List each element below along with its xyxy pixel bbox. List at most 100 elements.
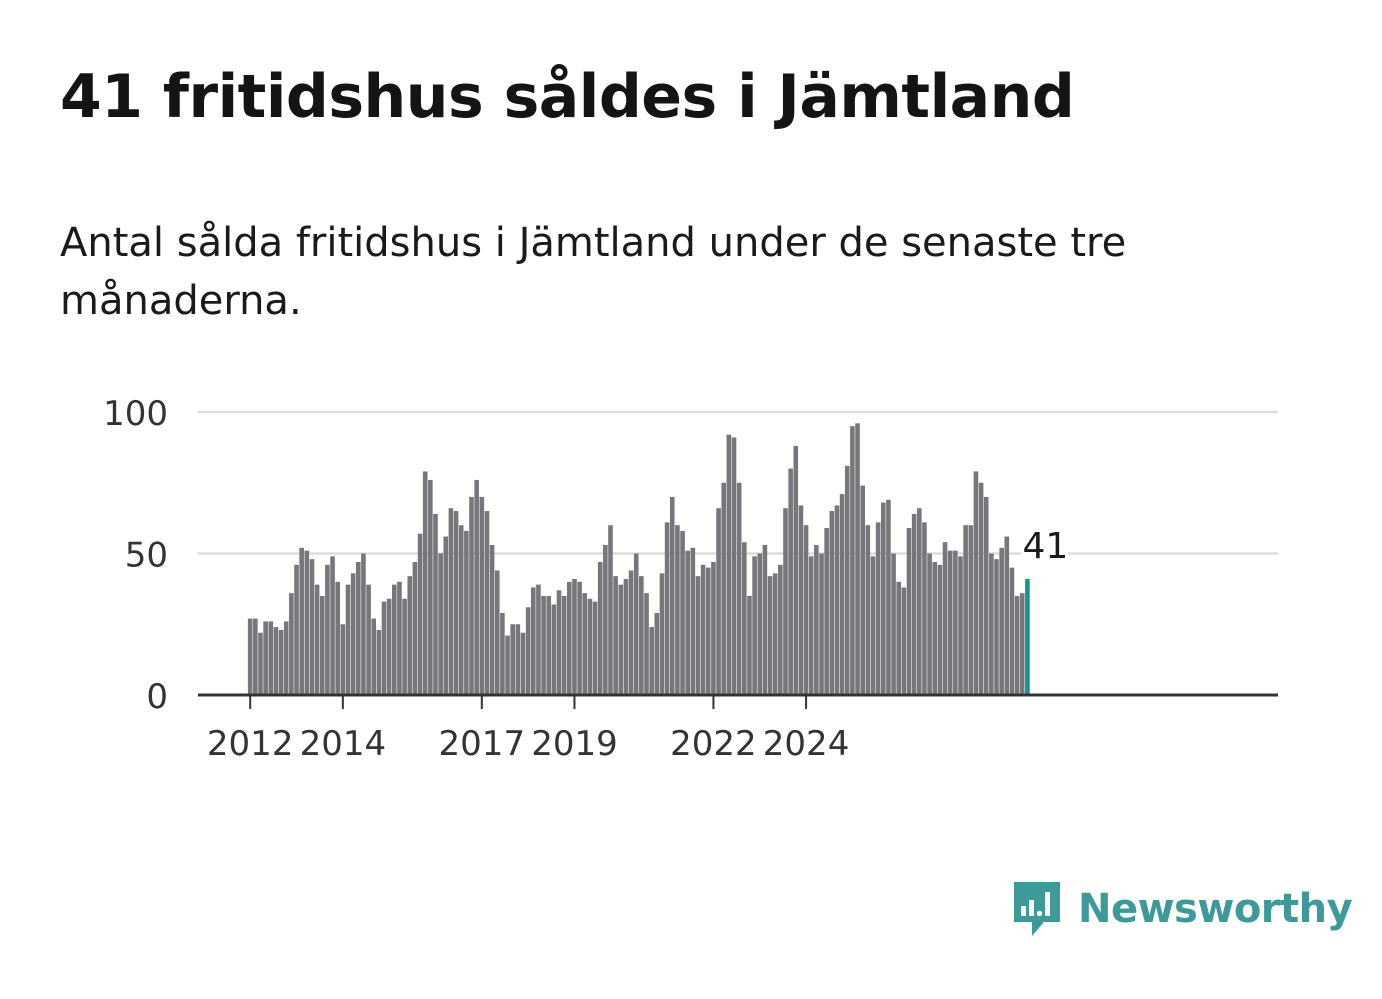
bar bbox=[345, 584, 351, 695]
bar bbox=[536, 584, 541, 695]
chart-subtitle: Antal sålda fritidshus i Jämtland under … bbox=[60, 220, 1127, 324]
bar bbox=[417, 533, 423, 695]
bar bbox=[633, 553, 639, 695]
bar bbox=[520, 632, 526, 695]
bar bbox=[855, 423, 860, 695]
bar bbox=[623, 578, 629, 695]
bar bbox=[582, 593, 588, 695]
bar bbox=[608, 525, 613, 695]
bar bbox=[752, 556, 757, 695]
bar bbox=[700, 564, 706, 695]
bar bbox=[505, 635, 510, 695]
bar bbox=[736, 482, 742, 695]
bar bbox=[479, 496, 485, 695]
bar bbox=[798, 505, 804, 695]
bar bbox=[484, 511, 490, 695]
bar bbox=[294, 564, 299, 695]
y-tick-label: 100 bbox=[103, 394, 168, 434]
bar bbox=[314, 584, 320, 695]
bar bbox=[947, 550, 953, 695]
bar bbox=[814, 545, 819, 695]
bar bbox=[597, 561, 603, 695]
bar bbox=[392, 584, 397, 695]
bar bbox=[381, 601, 387, 695]
bar bbox=[592, 601, 598, 695]
bar bbox=[639, 576, 644, 695]
bar bbox=[870, 556, 876, 695]
bar bbox=[711, 561, 716, 695]
bar bbox=[371, 618, 377, 695]
bar bbox=[443, 536, 449, 695]
bar bbox=[453, 511, 459, 695]
bar bbox=[494, 570, 500, 695]
bar bbox=[803, 525, 809, 695]
x-tick-label: 2017 bbox=[439, 724, 526, 764]
bar bbox=[299, 547, 304, 695]
bar bbox=[839, 494, 845, 695]
bar bbox=[865, 525, 871, 695]
bar bbox=[911, 513, 917, 695]
bar bbox=[319, 595, 325, 695]
highlight-bar bbox=[1025, 578, 1030, 695]
bar bbox=[922, 522, 927, 695]
bar bbox=[561, 595, 567, 695]
bar bbox=[654, 612, 660, 695]
bar bbox=[1009, 567, 1015, 695]
bar bbox=[891, 553, 896, 695]
bar bbox=[325, 564, 330, 695]
bar bbox=[474, 479, 479, 695]
bar bbox=[978, 482, 984, 695]
bar bbox=[886, 499, 891, 695]
bar bbox=[767, 576, 773, 695]
bar bbox=[618, 584, 624, 695]
bar bbox=[1019, 593, 1025, 695]
bar bbox=[695, 576, 701, 695]
brand-logo: Newsworthy bbox=[1010, 878, 1353, 940]
bar bbox=[690, 547, 696, 695]
y-tick-label: 0 bbox=[146, 677, 168, 717]
bar bbox=[361, 553, 366, 695]
bar bbox=[268, 621, 274, 695]
bar bbox=[875, 522, 881, 695]
bar bbox=[1004, 536, 1010, 695]
bar bbox=[793, 445, 799, 695]
bar bbox=[772, 573, 778, 695]
bar bbox=[572, 578, 577, 695]
bar bbox=[289, 593, 294, 695]
bar bbox=[844, 465, 850, 695]
bar bbox=[716, 508, 721, 695]
bar bbox=[649, 627, 654, 695]
bar bbox=[989, 553, 994, 695]
bar bbox=[680, 530, 685, 695]
bar bbox=[258, 632, 263, 695]
bar bbox=[433, 513, 438, 695]
bar bbox=[402, 598, 407, 695]
x-tick-label: 2024 bbox=[763, 724, 850, 764]
bar bbox=[500, 612, 505, 695]
bar bbox=[726, 434, 732, 695]
highlight-value-label: 41 bbox=[1022, 526, 1068, 567]
bar bbox=[366, 584, 371, 695]
bar bbox=[896, 581, 902, 695]
bar bbox=[386, 598, 392, 695]
bar bbox=[263, 621, 268, 695]
bar bbox=[901, 587, 907, 695]
bar bbox=[397, 581, 402, 695]
bar bbox=[278, 629, 284, 695]
bar bbox=[880, 502, 886, 695]
bar bbox=[556, 590, 562, 695]
bar bbox=[644, 593, 649, 695]
bar bbox=[824, 528, 829, 695]
x-tick-label: 2014 bbox=[300, 724, 387, 764]
bar bbox=[253, 618, 258, 695]
bar bbox=[850, 426, 855, 695]
bar bbox=[675, 525, 680, 695]
bar bbox=[355, 561, 361, 695]
bar bbox=[350, 573, 356, 695]
bar bbox=[628, 570, 634, 695]
bar bbox=[340, 624, 346, 695]
bar bbox=[860, 485, 865, 695]
bar bbox=[541, 595, 546, 695]
bar bbox=[994, 559, 999, 695]
